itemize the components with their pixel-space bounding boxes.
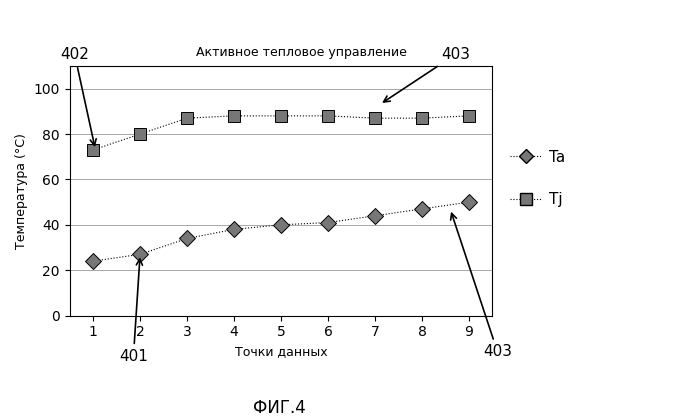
Text: 403: 403 [451,214,512,359]
Text: ФИГ.4: ФИГ.4 [253,399,306,417]
Legend: Ta, Tj: Ta, Tj [504,143,571,213]
Y-axis label: Температура (°C): Температура (°C) [15,133,28,249]
Text: Активное тепловое управление: Активное тепловое управление [196,46,408,59]
X-axis label: Точки данных: Точки данных [235,345,327,358]
Text: 403: 403 [384,47,470,102]
Text: 402: 402 [60,47,96,146]
Text: 401: 401 [119,259,148,364]
